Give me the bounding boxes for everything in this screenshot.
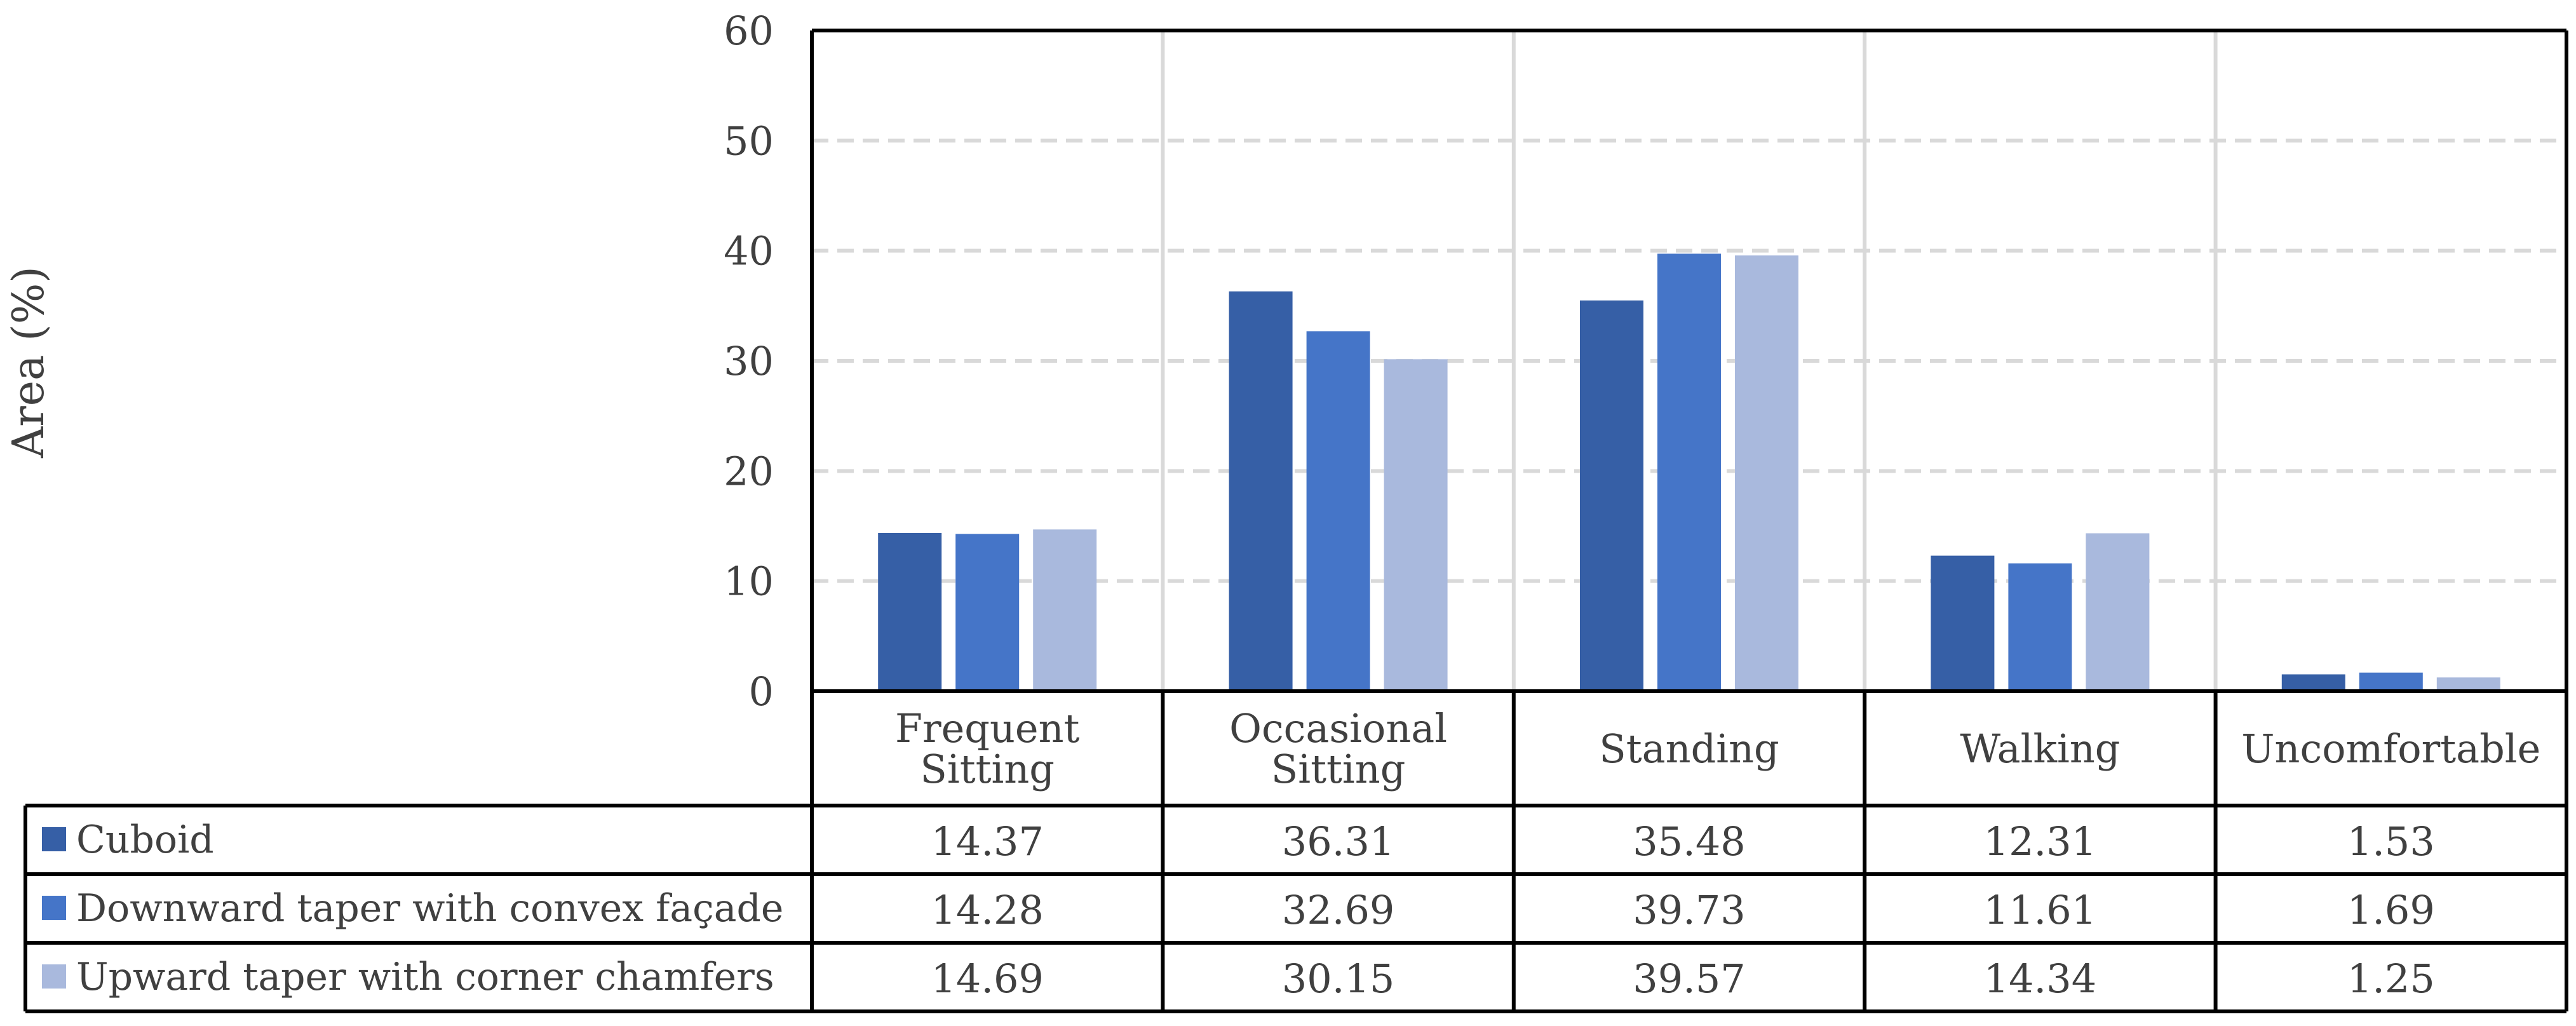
bar [1580,300,1643,692]
data-label: 1.53 [2347,818,2435,865]
data-label: 14.34 [1984,955,2097,1002]
y-tick-label: 0 [749,668,774,715]
x-category-label: Occasional [1229,705,1447,752]
x-category-label: Uncomfortable [2241,726,2540,772]
bar [1735,255,1798,691]
y-tick-label: 60 [724,8,774,54]
bar [2008,563,2072,691]
data-label: 36.31 [1282,818,1395,865]
y-tick-label: 40 [724,228,774,274]
bar [1229,291,1293,691]
bar [1306,331,1370,691]
legend-swatch [42,964,66,989]
legend-label: Upward taper with corner chamfers [76,955,774,999]
legend-label: Downward taper with convex façade [76,886,783,931]
x-category-label: Sitting [1271,746,1406,792]
y-tick-label: 50 [724,118,774,164]
bar [2086,533,2150,691]
bar [955,534,1020,691]
x-category-label: Standing [1599,726,1779,772]
data-label: 39.73 [1633,887,1746,933]
legend-label: Cuboid [76,818,214,862]
data-label: 35.48 [1633,818,1746,865]
bar [2281,674,2345,691]
data-label: 39.57 [1633,955,1746,1002]
bar [1384,359,1448,691]
legend-swatch [42,896,66,920]
bar [2359,672,2423,691]
x-category-label: Sitting [920,746,1055,792]
data-label: 12.31 [1984,818,2097,865]
data-label: 14.69 [931,955,1044,1002]
chart-layer: 0102030405060FrequentSittingOccasionalSi… [24,8,2568,1013]
data-label: 1.69 [2347,887,2435,933]
y-axis-title: Area (%) [4,266,54,459]
data-label: 14.37 [931,818,1044,865]
data-label: 30.15 [1282,955,1395,1002]
bar [2436,677,2500,691]
bar [1931,555,1995,691]
data-label: 32.69 [1282,887,1395,933]
bar [878,532,942,691]
legend-swatch [42,827,66,851]
bar [1033,529,1097,691]
x-category-label: Walking [1960,726,2120,772]
data-label: 14.28 [931,887,1044,933]
x-category-label: Frequent [895,705,1080,752]
y-tick-label: 20 [724,448,774,494]
y-tick-label: 10 [724,558,774,605]
y-tick-label: 30 [724,338,774,384]
bar [1657,253,1721,691]
data-label: 1.25 [2347,955,2435,1002]
data-label: 11.61 [1984,887,2097,933]
